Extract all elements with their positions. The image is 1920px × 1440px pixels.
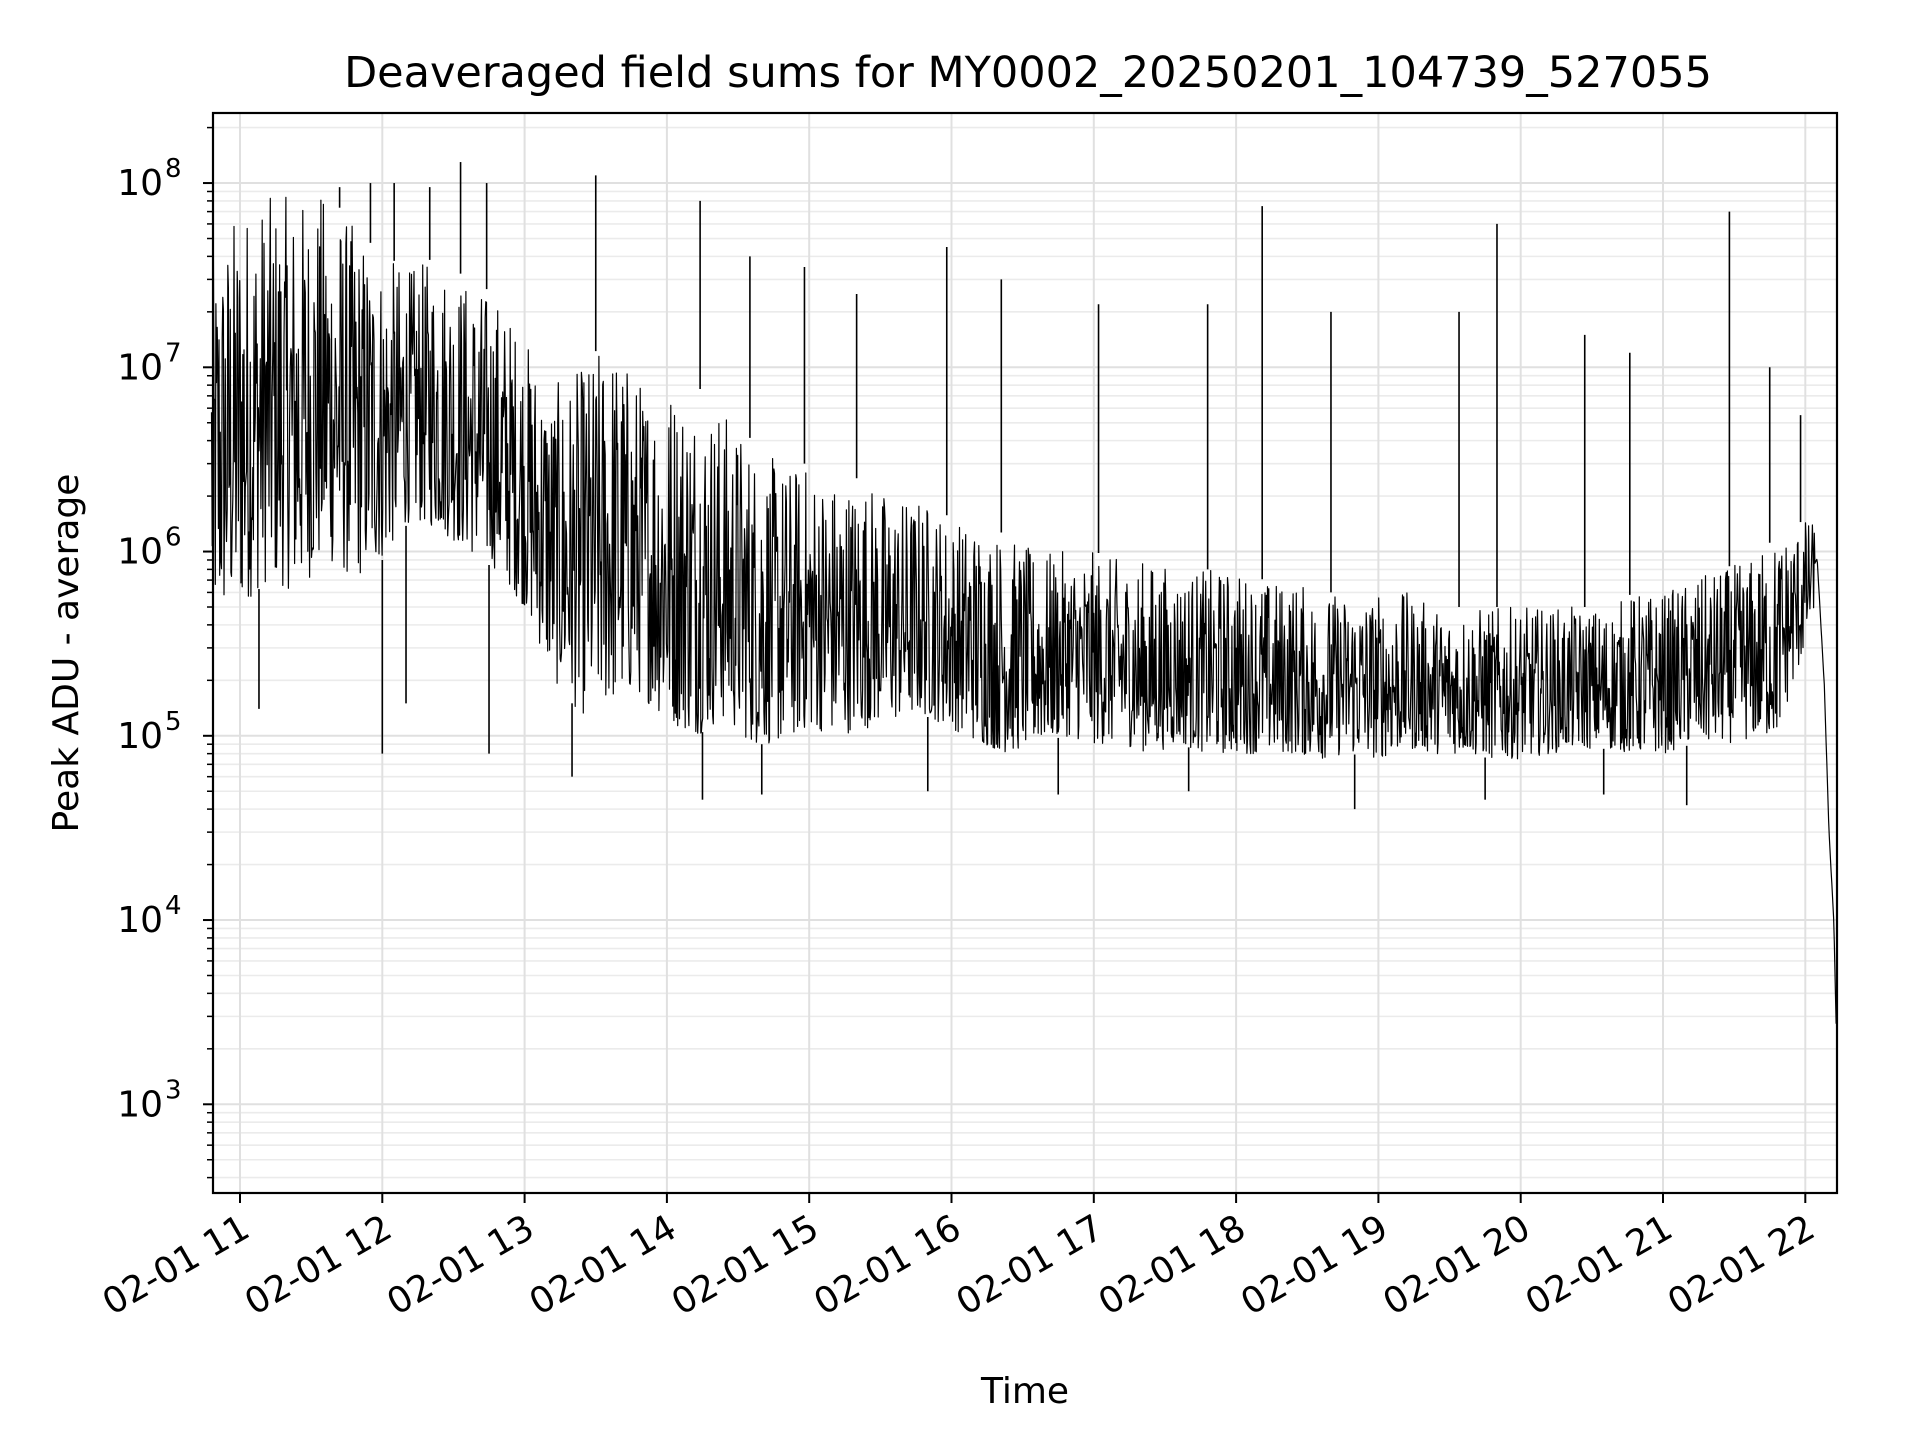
y-tick-label: 10: [117, 347, 163, 388]
y-tick-label: 10: [117, 1084, 163, 1125]
y-tick-label-exponent: 6: [165, 523, 182, 553]
series-group: [210, 162, 1837, 1024]
plot-frame: [211, 111, 1839, 1195]
series-line: [210, 196, 1837, 1024]
y-axis-label: Peak ADU - average: [46, 474, 87, 833]
y-tick-label-exponent: 5: [165, 707, 182, 737]
y-tick-label-exponent: 3: [165, 1075, 182, 1105]
y-tick-label: 10: [117, 163, 163, 204]
y-tick-label: 10: [117, 716, 163, 757]
y-tick-label-exponent: 8: [165, 154, 182, 184]
grid: [213, 113, 1837, 1193]
chart-title: Deaveraged field sums for MY0002_2025020…: [344, 48, 1712, 98]
y-tick-label-exponent: 7: [165, 338, 182, 368]
y-tick-label: 10: [117, 900, 163, 941]
y-tick-label: 10: [117, 532, 163, 573]
x-axis-label: Time: [980, 1371, 1069, 1412]
y-tick-label-exponent: 4: [165, 891, 182, 921]
